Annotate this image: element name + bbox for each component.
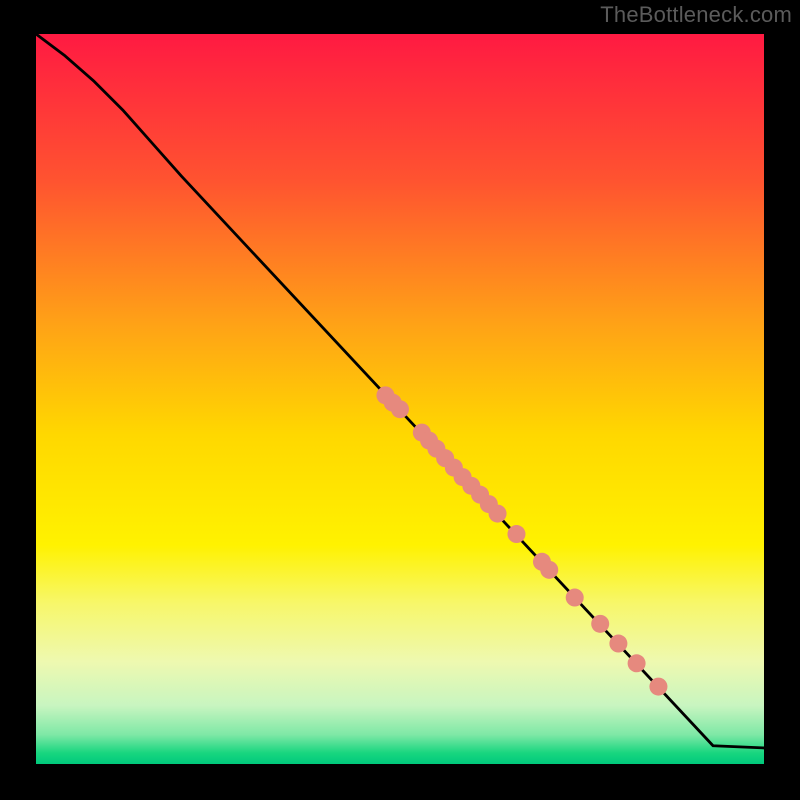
data-marker (540, 561, 558, 579)
bottleneck-curve-plot (0, 0, 800, 800)
data-marker (628, 654, 646, 672)
data-marker (649, 678, 667, 696)
data-marker (391, 400, 409, 418)
chart-container: TheBottleneck.com (0, 0, 800, 800)
data-marker (489, 505, 507, 523)
data-marker (609, 635, 627, 653)
data-marker (566, 589, 584, 607)
data-marker (507, 525, 525, 543)
data-marker (591, 615, 609, 633)
